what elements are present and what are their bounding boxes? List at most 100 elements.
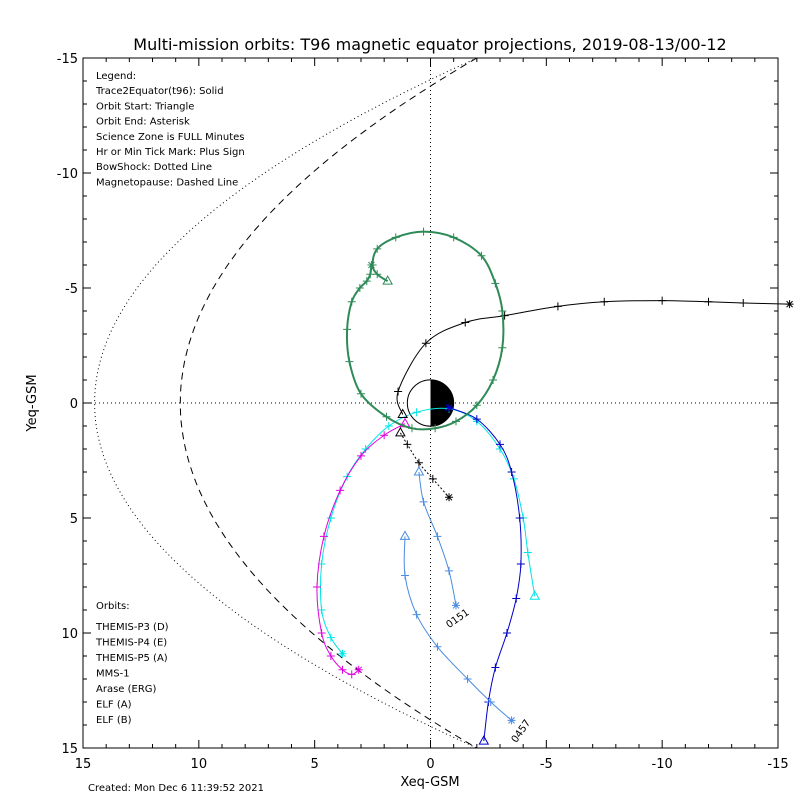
hour-tick-plus xyxy=(451,417,460,426)
hour-tick-plus xyxy=(343,325,352,334)
orbit-end-asterisk xyxy=(785,300,794,309)
magnetopause-line xyxy=(179,57,478,749)
hour-tick-plus xyxy=(515,514,524,522)
legend-line: Trace2Equator(t96): Solid xyxy=(95,86,224,97)
orbit-trace xyxy=(343,227,507,433)
hour-tick-plus xyxy=(553,302,562,311)
legend-line: Orbit Start: Triangle xyxy=(96,101,194,112)
legend-line: Magnetopause: Dashed Line xyxy=(96,177,238,188)
orbit-start-triangle xyxy=(397,408,409,418)
y-tick-label: 0 xyxy=(70,397,78,412)
x-tick-label: -10 xyxy=(652,757,673,772)
orbit-legend-entry: THEMIS-P5 (A) xyxy=(95,653,168,664)
orbit-start-triangle xyxy=(529,590,541,600)
hour-tick-plus xyxy=(431,424,440,433)
hour-tick-plus xyxy=(412,610,421,619)
hour-tick-plus xyxy=(472,401,481,410)
y-tick-label: -5 xyxy=(65,282,78,297)
orbit-trace xyxy=(394,296,794,418)
x-tick-label: -15 xyxy=(767,757,788,772)
hour-tick-plus xyxy=(419,497,428,506)
x-tick-label: 10 xyxy=(191,757,208,772)
hour-tick-plus xyxy=(491,279,500,288)
y-tick-label: -10 xyxy=(57,167,78,182)
orbit-start-triangle xyxy=(399,530,411,540)
orbit-end-asterisk xyxy=(367,261,376,269)
hour-tick-plus xyxy=(507,468,516,476)
hour-tick-plus xyxy=(403,440,412,449)
hour-tick-plus xyxy=(498,343,507,352)
hour-tick-plus xyxy=(361,445,370,453)
orbit-line xyxy=(396,300,790,415)
orbit-line xyxy=(448,407,522,742)
orbit-trace xyxy=(395,426,454,502)
hour-tick-plus xyxy=(347,670,356,679)
x-tick-label: 15 xyxy=(75,757,92,772)
hour-tick-plus xyxy=(317,629,326,637)
hour-tick-plus xyxy=(496,440,504,449)
hour-tick-plus xyxy=(491,663,500,672)
orbit-line xyxy=(403,536,512,721)
y-tick-label: 5 xyxy=(70,512,78,527)
hour-tick-plus xyxy=(461,318,470,327)
hour-tick-plus xyxy=(433,532,442,541)
hour-tick-plus xyxy=(498,307,507,315)
hour-tick-plus xyxy=(380,431,389,440)
hour-tick-plus xyxy=(489,376,498,384)
hour-tick-plus xyxy=(477,251,486,260)
hour-tick-plus xyxy=(512,594,521,603)
orbit-start-triangle xyxy=(478,735,490,745)
x-tick-label: -5 xyxy=(540,757,553,772)
x-tick-label: 0 xyxy=(426,757,434,772)
legend-line: Hr or Min Tick Mark: Plus Sign xyxy=(96,147,245,158)
hour-tick-plus xyxy=(326,652,335,660)
legend: Legend: Trace2Equator(t96): Solid Orbit St… xyxy=(95,71,245,188)
hour-tick-plus xyxy=(421,339,430,348)
orbit-legend-entry: ELF (B) xyxy=(96,715,132,726)
orbit-legend-entry: Arase (ERG) xyxy=(96,684,157,695)
hour-tick-plus xyxy=(319,532,328,541)
hour-tick-plus xyxy=(428,474,437,483)
hour-tick-plus xyxy=(419,227,428,236)
hour-tick-plus xyxy=(502,629,511,637)
y-axis-label: Yeq-GSM xyxy=(25,374,40,432)
orbit-legend-entry: MMS-1 xyxy=(96,669,130,680)
hour-tick-plus xyxy=(366,270,375,279)
orbit-line xyxy=(399,432,450,498)
orbit-end-asterisk xyxy=(507,716,516,725)
orbit-legend: Orbits: THEMIS-P3 (D) THEMIS-P4 (E) THEMIS-… xyxy=(95,601,169,726)
hour-tick-plus xyxy=(704,297,713,306)
hour-tick-plus xyxy=(486,698,495,706)
hour-tick-plus xyxy=(357,451,365,460)
hour-tick-plus xyxy=(357,389,365,398)
orbit-trace xyxy=(445,403,525,745)
hour-tick-plus xyxy=(338,665,347,674)
hour-tick-plus xyxy=(347,297,356,306)
hour-tick-plus xyxy=(312,583,321,591)
hour-tick-plus xyxy=(362,277,371,286)
x-axis-label: Xeq-GSM xyxy=(400,775,459,790)
hour-tick-plus xyxy=(355,284,364,292)
legend-line: Science Zone is FULL Minutes xyxy=(96,132,245,143)
hour-tick-plus xyxy=(373,270,382,279)
y-tick-label: 15 xyxy=(61,742,78,757)
legend-line: Legend: xyxy=(96,71,136,82)
hour-tick-plus xyxy=(739,298,748,307)
orbit-trace xyxy=(317,404,541,658)
hour-tick-plus xyxy=(373,244,382,253)
hour-tick-plus xyxy=(412,408,421,417)
hour-tick-plus xyxy=(472,415,481,424)
orbit-line xyxy=(319,407,536,655)
hour-tick-plus xyxy=(463,675,472,683)
orbit-start-triangle xyxy=(413,465,425,476)
hour-tick-plus xyxy=(600,297,609,306)
hour-tick-plus xyxy=(326,514,335,522)
hour-tick-plus xyxy=(658,296,667,305)
hour-tick-plus xyxy=(391,233,400,242)
legend-line: BowShock: Dotted Line xyxy=(96,162,212,173)
orbit-legend-entry: ELF (A) xyxy=(96,700,132,711)
orbit-start-triangle xyxy=(382,275,393,285)
hour-tick-plus xyxy=(449,233,458,242)
hour-tick-plus xyxy=(394,387,403,396)
